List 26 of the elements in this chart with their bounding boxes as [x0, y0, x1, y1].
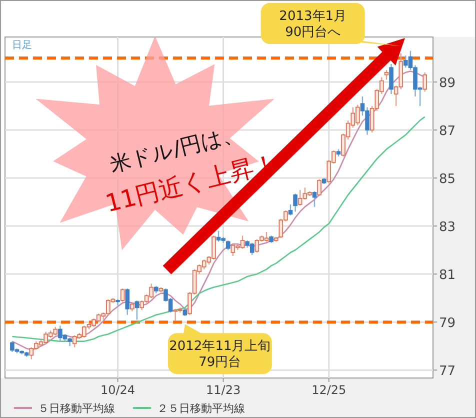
legend-label: ２５日移動平均線 — [157, 402, 245, 415]
y-tick-label: 77 — [439, 364, 456, 380]
annotation: 2012年11月上旬 79円台 — [169, 339, 271, 370]
candlestick — [312, 190, 317, 208]
x-tick-label: 12/25 — [312, 383, 346, 397]
candlestick — [125, 288, 130, 316]
candlestick — [120, 288, 125, 302]
candlestick — [226, 240, 230, 251]
y-tick-label: 89 — [439, 76, 456, 92]
legend-label: ５日移動平均線 — [38, 402, 115, 415]
candlestick — [288, 204, 293, 216]
annotation: 2013年1月 90円台へ — [279, 9, 347, 40]
candlestick — [317, 178, 322, 197]
candlestick — [293, 193, 298, 212]
candlestick — [422, 72, 427, 92]
candlestick — [389, 63, 394, 95]
candlestick — [384, 69, 389, 80]
x-tick-label: 11/23 — [206, 383, 241, 397]
y-tick-label: 83 — [439, 220, 456, 236]
y-tick-label: 81 — [439, 268, 456, 284]
y-tick-label: 87 — [439, 124, 456, 140]
candlestick — [134, 300, 140, 320]
y-tick-label: 79 — [439, 316, 456, 332]
x-tick-label: 10/24 — [100, 383, 136, 397]
annotation: 日足 — [12, 40, 32, 51]
y-tick-label: 85 — [439, 172, 456, 188]
